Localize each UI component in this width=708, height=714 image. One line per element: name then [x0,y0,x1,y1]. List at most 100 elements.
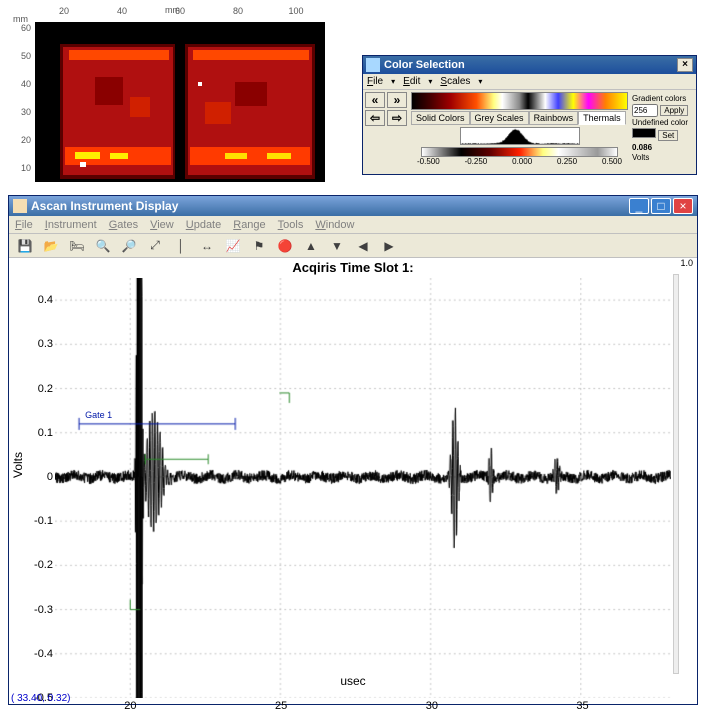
y-tick: 30 [21,107,31,117]
menu-window[interactable]: Window [315,219,354,231]
y-tick: -0.2 [34,559,53,571]
scale-ticks: -0.500-0.2500.0000.2500.500 [411,157,628,166]
color-menu: File▾ Edit▾ Scales▾ [363,74,696,90]
y-tick: 20 [21,135,31,145]
right-scale-top: 1.0 [680,258,693,268]
tab-grey-scales[interactable]: Grey Scales [470,111,529,125]
close-button[interactable]: × [677,58,693,72]
nav-next-button[interactable]: ⇨ [387,110,407,126]
y-axis-label: Volts [11,452,25,478]
zoom-out-icon[interactable]: 🔎 [119,236,139,256]
cursor-readout: 0.086 [632,143,694,152]
x-tick: 40 [117,6,127,16]
disk-icon[interactable]: 💾 [15,236,35,256]
nav-prev-button[interactable]: ⇦ [365,110,385,126]
open-icon[interactable]: 📂 [41,236,61,256]
x-tick: 100 [288,6,303,16]
thermal-image[interactable] [35,22,325,182]
y-tick: 50 [21,51,31,61]
tab-rainbows[interactable]: Rainbows [529,111,579,125]
menu-gates[interactable]: Gates [109,219,138,231]
range-icon[interactable]: ↔ [197,236,217,256]
tab-thermals[interactable]: Thermals [578,111,626,125]
close-button[interactable]: × [673,198,693,214]
palette-area: Solid Colors Grey Scales Rainbows Therma… [411,92,628,166]
x-tick: 80 [233,6,243,16]
x-tick: 60 [175,6,185,16]
menu-range[interactable]: Range [233,219,265,231]
ascan-window: Ascan Instrument Display _ □ × File Instr… [8,195,698,705]
plot-area: Acqiris Time Slot 1: Volts Gate 1 0.4 0.3… [9,258,697,690]
color-titlebar[interactable]: Color Selection × [363,56,696,74]
histogram[interactable] [460,127,580,145]
palette-nav: « » ⇦ ⇨ [365,92,407,166]
color-scale-bar[interactable] [421,147,618,157]
ascan-app-icon [13,199,27,213]
scrollbar[interactable] [673,274,679,674]
plot-title: Acqiris Time Slot 1: [9,258,697,277]
scale-tick: 0.250 [557,157,577,166]
scale-unit: Volts [632,153,694,162]
zoom-fit-icon[interactable]: ⤢ [145,236,165,256]
ascan-titlebar[interactable]: Ascan Instrument Display _ □ × [9,196,697,216]
ascan-window-title: Ascan Instrument Display [31,199,627,213]
gate1-label: Gate 1 [85,410,112,420]
y-tick: -0.4 [34,648,53,660]
flag-icon[interactable]: ⚑ [249,236,269,256]
x-axis-label: usec [340,674,365,688]
x-tick: 30 [426,700,438,712]
thermal-y-axis: 102030405060 [5,22,33,182]
menu-instrument[interactable]: Instrument [45,219,97,231]
x-tick: 35 [576,700,588,712]
x-tick: 20 [124,700,136,712]
cursor-v-icon[interactable]: │ [171,236,191,256]
menu-update[interactable]: Update [186,219,221,231]
nav-last-button[interactable]: » [387,92,407,108]
color-window-title: Color Selection [384,59,675,71]
menu-view[interactable]: View [150,219,174,231]
y-tick: -0.3 [34,604,53,616]
gradient-colors-label: Gradient colors [632,94,694,103]
up-icon[interactable]: ▲ [301,236,321,256]
color-options: Gradient colors Apply Undefined color Se… [632,92,694,166]
minimize-button[interactable]: _ [629,198,649,214]
apply-button[interactable]: Apply [660,105,688,116]
scale-tick: 0.500 [602,157,622,166]
bed-icon[interactable]: 🛏 [67,236,87,256]
menu-file[interactable]: File [367,76,383,87]
scale-tick: -0.500 [417,157,440,166]
color-selection-window: Color Selection × File▾ Edit▾ Scales▾ « … [362,55,697,175]
y-tick: -0.1 [34,515,53,527]
y-tick: 40 [21,79,31,89]
y-tick: 0.3 [38,338,53,350]
plot-canvas[interactable]: Gate 1 [55,278,671,698]
y-tick: 0.1 [38,427,53,439]
ascan-menu: File Instrument Gates View Update Range Tools W… [9,216,697,234]
down-icon[interactable]: ▼ [327,236,347,256]
thermal-scan-panel: mm 20406080100 mm 102030405060 [5,6,333,191]
palette-tabs: Solid Colors Grey Scales Rainbows Therma… [411,111,628,125]
y-tick: 10 [21,163,31,173]
nav-first-button[interactable]: « [365,92,385,108]
ascan-toolbar: 💾 📂 🛏 🔍 🔎 ⤢ │ ↔ 📈 ⚑ 🔴 ▲ ▼ ◀ ▶ [9,234,697,258]
menu-scales[interactable]: Scales [440,76,470,87]
y-tick: 0 [47,471,53,483]
menu-edit[interactable]: Edit [403,76,420,87]
gradient-count-input[interactable] [632,104,658,117]
cursor-coords: ( 33.40, 0.32) [11,693,70,704]
y-tick: 0.2 [38,383,53,395]
menu-file[interactable]: File [15,219,33,231]
record-icon[interactable]: 🔴 [275,236,295,256]
palette-strip[interactable] [411,92,628,110]
right-icon[interactable]: ▶ [379,236,399,256]
maximize-button[interactable]: □ [651,198,671,214]
tab-solid-colors[interactable]: Solid Colors [411,111,470,125]
undefined-color-label: Undefined color [632,118,694,127]
set-button[interactable]: Set [658,130,678,141]
left-icon[interactable]: ◀ [353,236,373,256]
zoom-in-icon[interactable]: 🔍 [93,236,113,256]
y-tick: 0.4 [38,294,53,306]
undefined-color-swatch[interactable] [632,128,656,138]
chart-icon[interactable]: 📈 [223,236,243,256]
menu-tools[interactable]: Tools [278,219,304,231]
